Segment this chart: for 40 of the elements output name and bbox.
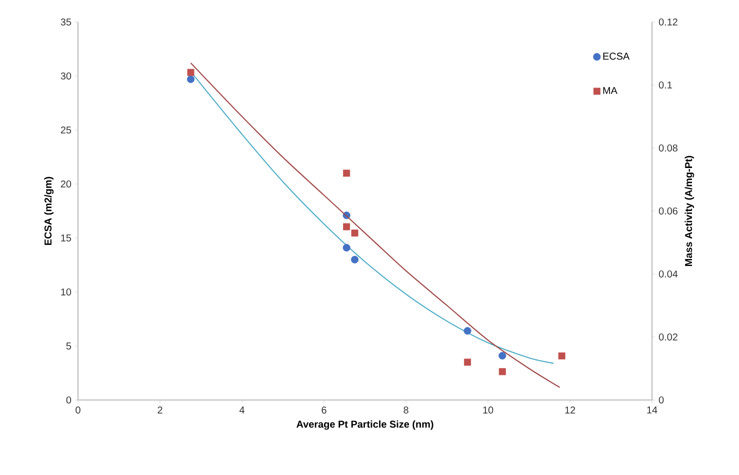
x-tick-label: 10 xyxy=(483,406,494,414)
y2-tick-label: 0.02 xyxy=(658,333,678,341)
point xyxy=(187,68,194,76)
point xyxy=(464,358,471,366)
x-axis-title: Average Pt Particle Size (nm) xyxy=(296,420,434,430)
y2-tick-label: 0.04 xyxy=(658,270,678,278)
legend-label: MA xyxy=(603,87,618,94)
y-tick-label: 5 xyxy=(66,342,72,350)
y-tick-label: 35 xyxy=(60,18,72,26)
point xyxy=(343,170,350,177)
point xyxy=(558,352,566,360)
point xyxy=(498,368,506,376)
point xyxy=(464,327,472,335)
y-tick-label: 25 xyxy=(60,126,72,134)
point xyxy=(342,244,350,252)
x-tick-label: 12 xyxy=(565,406,576,414)
legend-label: ECSA xyxy=(603,52,630,60)
y2-axis-title: Mass Activity (A/mg-Pt) xyxy=(684,156,694,266)
point xyxy=(350,256,359,264)
y2-tick-label: 0.1 xyxy=(658,81,672,89)
y2-tick-label: 0 xyxy=(658,396,664,404)
x-tick-label: 4 xyxy=(239,406,244,414)
x-tick-label: 2 xyxy=(158,406,162,414)
point xyxy=(351,230,358,237)
x-tick-label: 8 xyxy=(404,406,408,414)
y-tick-label: 10 xyxy=(61,288,72,296)
y2-tick-label: 0.12 xyxy=(658,18,678,26)
point xyxy=(343,223,350,230)
x-tick-label: 0 xyxy=(76,406,80,414)
y2-tick-label: 0.08 xyxy=(658,144,678,152)
y-tick-label: 20 xyxy=(60,180,72,188)
x-tick-label: 6 xyxy=(322,406,326,414)
point xyxy=(498,352,506,360)
x-tick-label: 14 xyxy=(647,406,658,414)
y-tick-label: 15 xyxy=(61,234,72,242)
y-tick-label: 0 xyxy=(66,396,72,404)
y-axis-title: ECSA (m2/gm) xyxy=(44,176,54,245)
point xyxy=(186,75,195,84)
y-tick-label: 30 xyxy=(60,72,72,80)
y2-tick-label: 0.06 xyxy=(658,207,678,215)
